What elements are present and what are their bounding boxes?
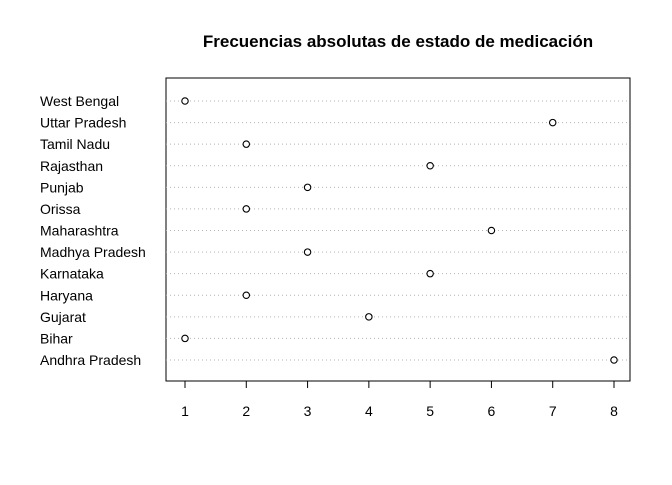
data-point [610, 356, 618, 364]
data-point [487, 226, 496, 235]
category-label: Andhra Pradesh [40, 352, 141, 368]
category-label: Rajasthan [40, 158, 103, 174]
chart-title: Frecuencias absolutas de estado de medic… [203, 32, 593, 51]
category-label: Tamil Nadu [40, 136, 110, 152]
x-tick-label: 7 [549, 403, 557, 419]
category-label: Maharashtra [40, 223, 119, 239]
data-point [426, 162, 434, 170]
data-point [303, 248, 312, 256]
category-label: Karnataka [40, 266, 104, 282]
data-point [548, 118, 557, 127]
x-tick-label: 1 [181, 403, 189, 419]
category-label: Haryana [40, 287, 93, 303]
data-point [181, 97, 189, 105]
category-label: Bihar [40, 330, 73, 346]
category-label: West Bengal [40, 93, 119, 109]
data-point [365, 313, 373, 321]
data-point [303, 183, 312, 192]
x-tick-label: 2 [242, 403, 250, 419]
category-label: Punjab [40, 179, 84, 195]
x-tick-label: 5 [426, 403, 434, 419]
data-point [242, 140, 251, 148]
data-point [181, 334, 189, 343]
plot-frame [165, 77, 631, 382]
category-label: Madhya Pradesh [40, 244, 146, 260]
data-point [242, 205, 251, 213]
data-point [242, 291, 251, 299]
x-tick-label: 3 [304, 403, 312, 419]
x-tick-label: 4 [365, 403, 373, 419]
category-label: Gujarat [40, 309, 86, 325]
data-point [426, 269, 434, 278]
x-tick-label: 8 [610, 403, 618, 419]
category-label: Uttar Pradesh [40, 115, 126, 131]
category-label: Orissa [40, 201, 81, 217]
x-tick-label: 6 [488, 403, 496, 419]
